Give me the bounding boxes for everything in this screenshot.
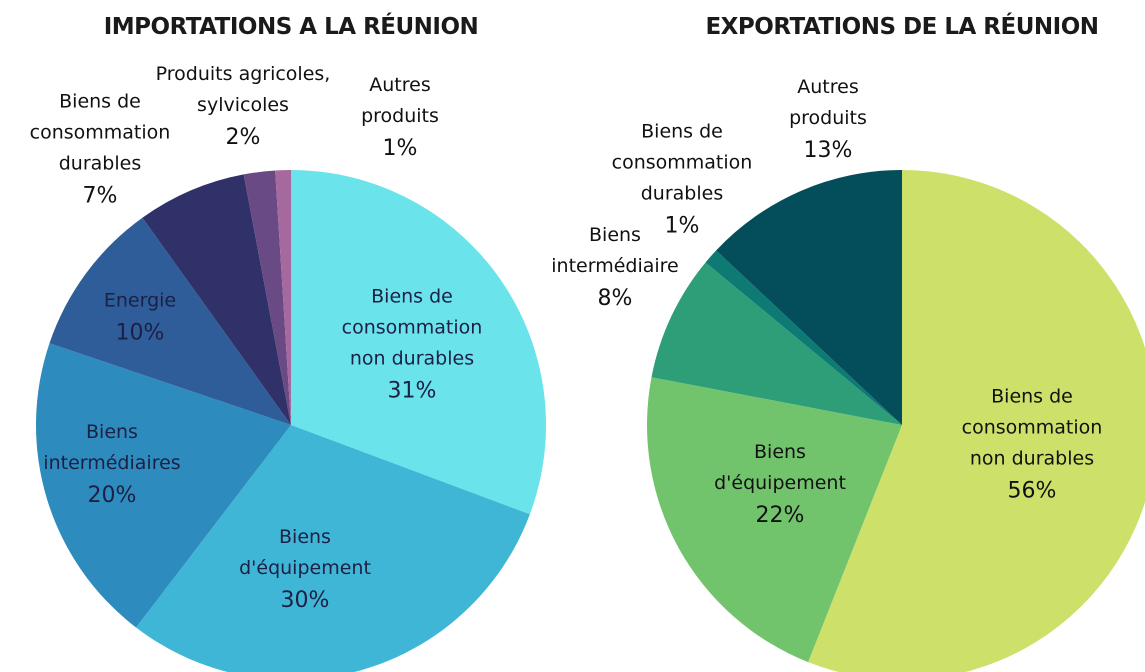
pie-slice xyxy=(136,425,530,672)
pie-slice xyxy=(651,262,902,425)
value-label: 30% xyxy=(280,588,330,613)
slice-label: Biens de consommation durables 1% xyxy=(597,117,767,244)
value-label: 56% xyxy=(1007,478,1057,504)
value-label: 20% xyxy=(87,483,137,508)
value-label: 1% xyxy=(664,213,700,239)
category-label: Biens de consommation durables xyxy=(611,120,753,205)
category-label: Biens de consommation durables xyxy=(29,90,171,175)
chart-title: IMPORTATIONS A LA RÉUNION xyxy=(103,14,479,40)
pie-slice xyxy=(142,174,291,425)
slice-label: Biens d'équipement 22% xyxy=(700,437,860,533)
category-label: Produits agricoles, sylvicoles xyxy=(155,63,331,116)
pie-slice xyxy=(35,343,291,628)
category-label: Biens de consommation non durables xyxy=(961,385,1103,470)
pie-slice xyxy=(275,170,291,425)
pie-slice xyxy=(705,250,902,425)
slice-label: Biens intermédiaire 8% xyxy=(550,220,680,316)
slice-label: Produits agricoles, sylvicoles 2% xyxy=(153,59,333,155)
value-label: 1% xyxy=(382,136,418,161)
value-label: 7% xyxy=(82,183,118,209)
chart-title: EXPORTATIONS DE LA RÉUNION xyxy=(705,14,1099,40)
slice-label: Autres produits 13% xyxy=(778,72,878,168)
category-label: Biens d'équipement xyxy=(239,526,371,579)
value-label: 22% xyxy=(755,503,805,528)
slice-label: Biens d'équipement 30% xyxy=(220,522,390,618)
pie-slice xyxy=(716,170,902,425)
slice-label: Biens de consommation non durables 56% xyxy=(952,382,1112,509)
slice-label: Energie 10% xyxy=(80,286,200,351)
pie-slice xyxy=(291,170,547,515)
value-label: 10% xyxy=(115,320,165,346)
slice-label: Biens de consommation non durables 31% xyxy=(327,282,497,409)
slice-label: Autres produits 1% xyxy=(350,70,450,166)
slice-label: Biens intermédiaires 20% xyxy=(22,417,202,513)
category-label: Autres produits xyxy=(361,74,439,127)
value-label: 31% xyxy=(387,378,437,404)
value-label: 13% xyxy=(803,138,853,163)
pie-slice xyxy=(49,217,291,425)
value-label: 8% xyxy=(597,286,633,311)
slice-label: Biens de consommation durables 7% xyxy=(15,87,185,214)
pie-slice xyxy=(646,377,902,663)
category-label: Biens intermédiaires xyxy=(43,421,181,474)
category-label: Energie xyxy=(103,289,177,312)
pie-slice xyxy=(243,170,291,425)
category-label: Biens de consommation non durables xyxy=(341,285,483,370)
pie-slice xyxy=(808,170,1145,672)
category-label: Biens d'équipement xyxy=(714,441,846,494)
category-label: Biens intermédiaire xyxy=(551,224,679,277)
category-label: Autres produits xyxy=(789,76,867,129)
value-label: 2% xyxy=(225,125,261,150)
